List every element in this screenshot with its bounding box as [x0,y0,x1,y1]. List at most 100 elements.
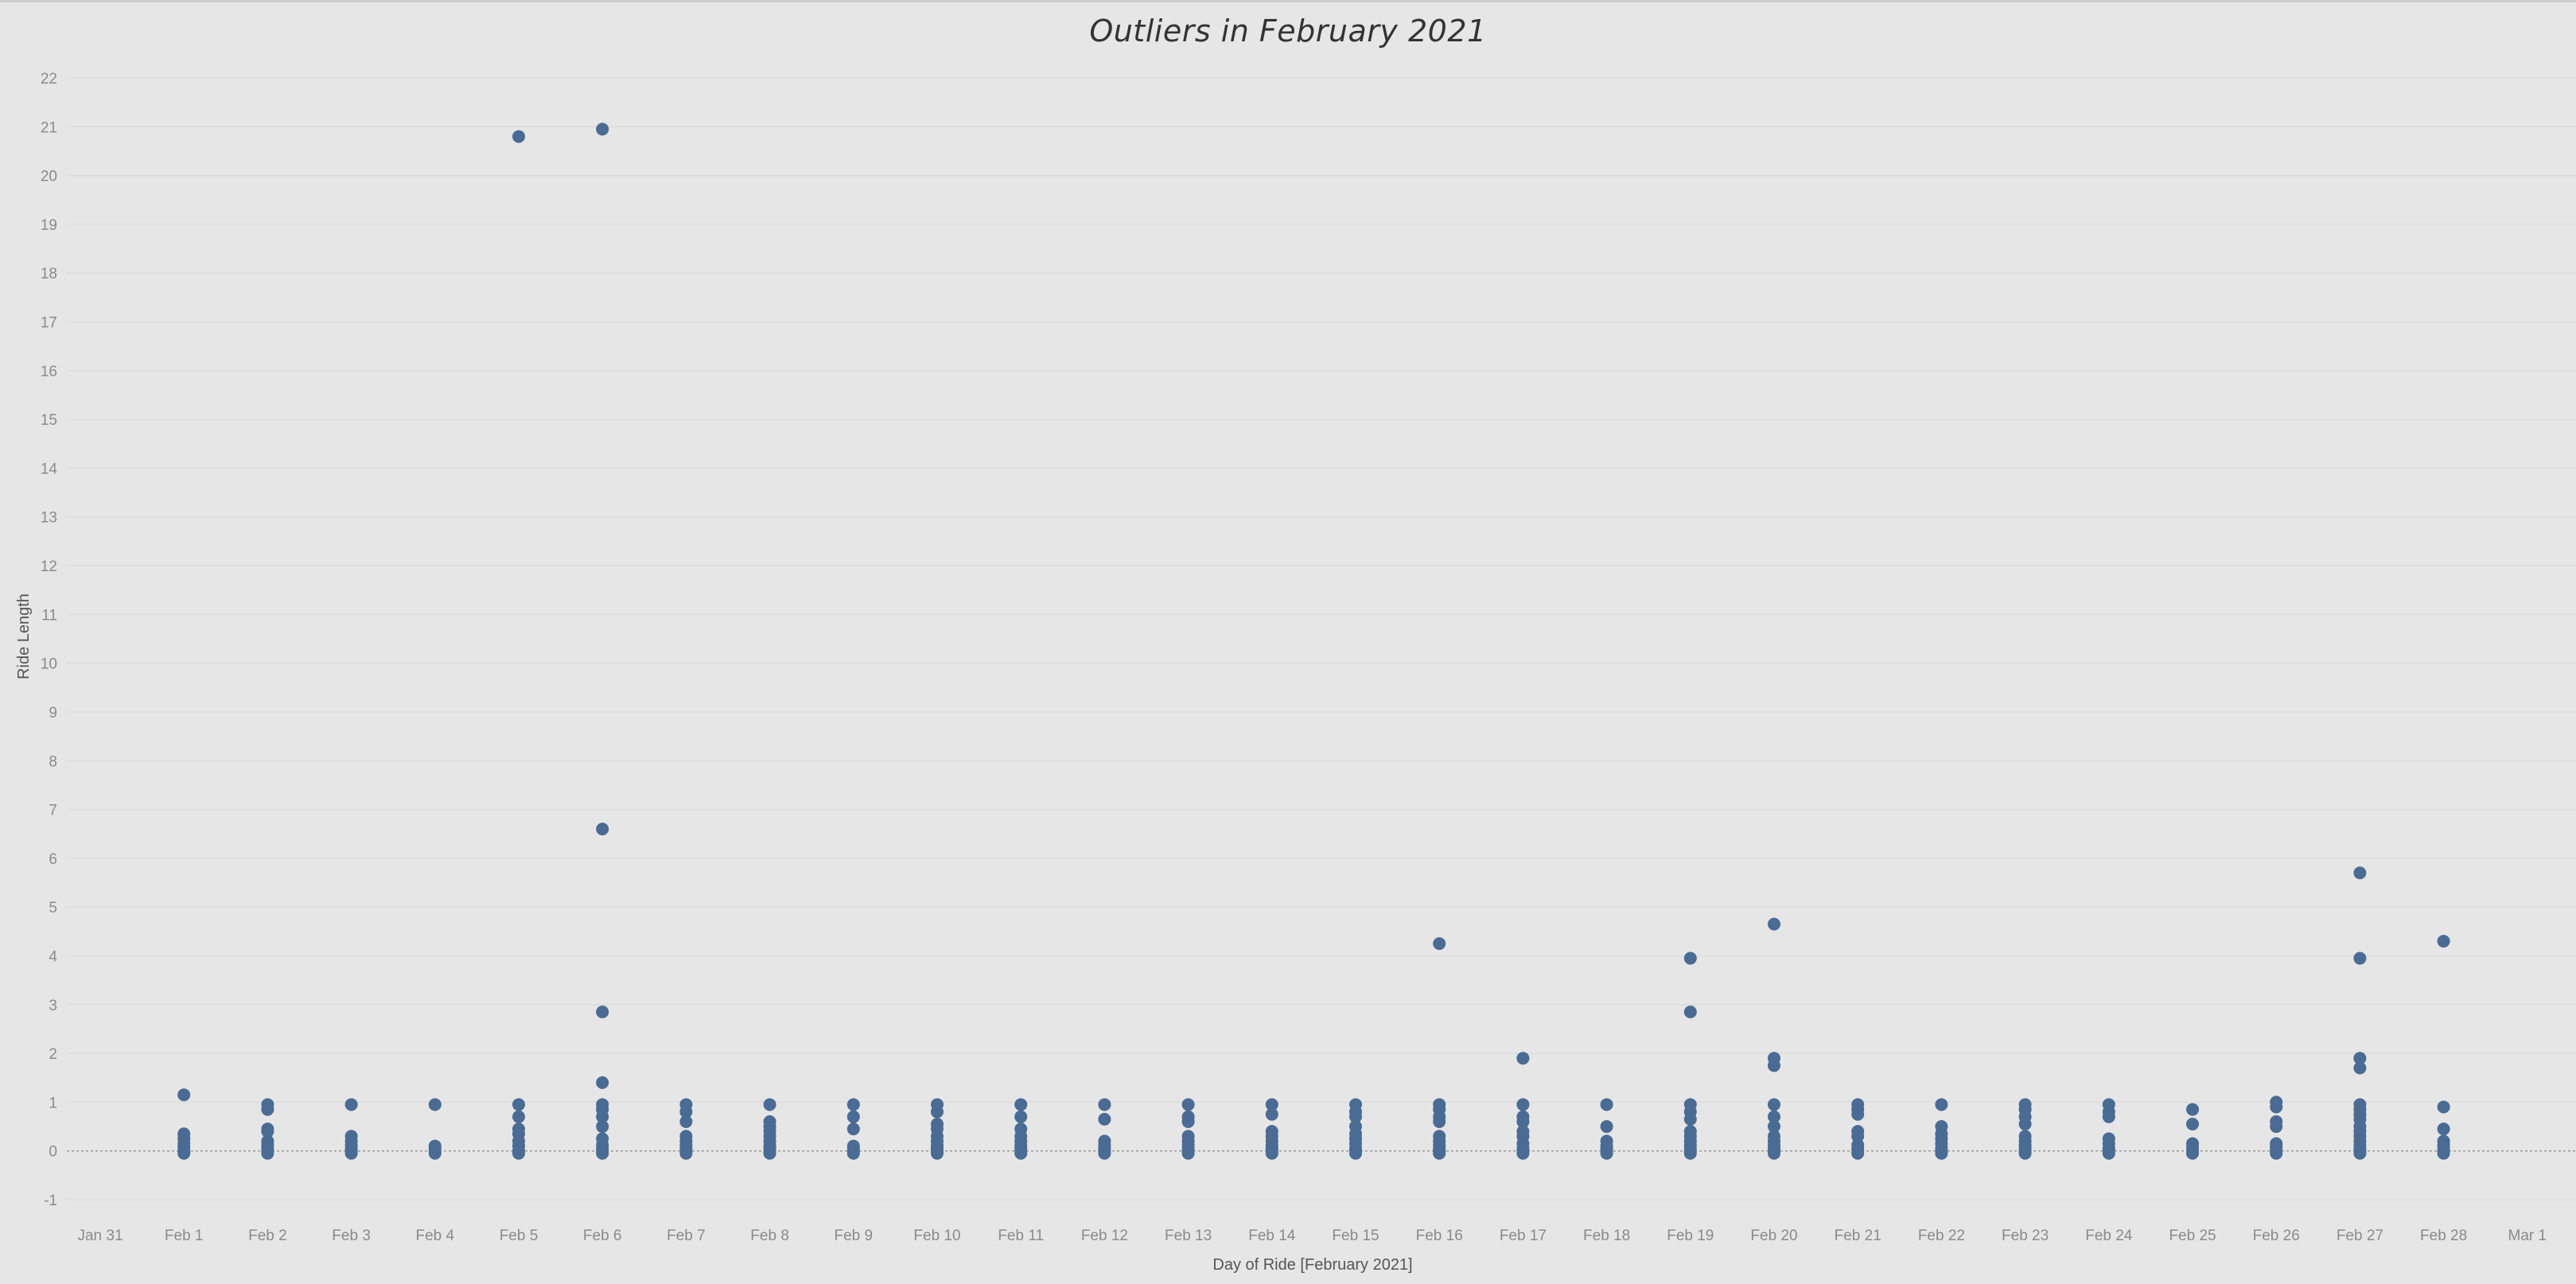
data-point[interactable] [512,1110,525,1123]
data-point[interactable] [931,1105,944,1119]
y-tick-label: 12 [41,558,57,575]
data-point[interactable] [177,1146,191,1160]
data-point[interactable] [2270,1100,2283,1114]
data-point[interactable] [261,1146,274,1160]
data-point[interactable] [846,1123,860,1136]
data-point[interactable] [763,1146,776,1160]
data-point[interactable] [2270,1146,2283,1160]
data-point[interactable] [1683,1146,1697,1160]
data-point[interactable] [1349,1110,1362,1123]
data-point[interactable] [1181,1115,1195,1128]
data-point[interactable] [1600,1146,1613,1160]
data-point[interactable] [1433,937,1446,951]
data-point[interactable] [679,1105,693,1119]
x-tick-label: Feb 28 [2420,1228,2467,1244]
data-point[interactable] [2018,1146,2032,1160]
data-point[interactable] [1851,1130,1865,1143]
data-point[interactable] [1683,1005,1697,1018]
data-point[interactable] [1098,1112,1111,1126]
data-point[interactable] [2270,1120,2283,1134]
data-point[interactable] [177,1088,191,1102]
data-point[interactable] [596,1005,609,1018]
data-point[interactable] [1516,1115,1530,1128]
data-point[interactable] [1433,1115,1446,1128]
data-point[interactable] [679,1115,693,1128]
data-point[interactable] [512,1098,525,1111]
x-tick-label: Feb 18 [1583,1228,1630,1244]
x-tick-label: Feb 15 [1332,1228,1379,1244]
data-point[interactable] [2018,1117,2032,1130]
data-point[interactable] [512,1146,525,1160]
data-point[interactable] [846,1146,860,1160]
data-point[interactable] [2437,1100,2450,1114]
data-point[interactable] [1768,1110,1780,1123]
data-point[interactable] [1014,1146,1028,1160]
data-point[interactable] [1768,917,1780,931]
y-tick-label: 19 [41,217,57,234]
y-tick-label: 10 [41,656,57,673]
data-point[interactable] [1516,1098,1530,1111]
data-point[interactable] [679,1146,693,1160]
data-point[interactable] [2437,935,2450,948]
data-point[interactable] [1516,1052,1530,1065]
data-point[interactable] [2186,1103,2199,1116]
data-point[interactable] [1935,1098,1948,1111]
data-point[interactable] [596,823,609,836]
data-point[interactable] [1935,1146,1948,1160]
data-point[interactable] [1683,1112,1697,1126]
data-point[interactable] [1768,1146,1780,1160]
data-point[interactable] [1683,951,1697,965]
data-point[interactable] [846,1098,860,1111]
data-point[interactable] [1851,1146,1865,1160]
data-point[interactable] [1600,1098,1613,1111]
data-point[interactable] [846,1110,860,1123]
data-point[interactable] [1098,1146,1111,1160]
data-point[interactable] [2353,1061,2367,1075]
data-point[interactable] [261,1125,274,1138]
data-point[interactable] [763,1098,776,1111]
data-point[interactable] [596,1120,609,1134]
data-point[interactable] [1433,1146,1446,1160]
data-point[interactable] [596,1146,609,1160]
data-point[interactable] [1265,1146,1278,1160]
data-point[interactable] [1265,1107,1278,1121]
data-point[interactable] [2353,1146,2367,1160]
data-point[interactable] [512,130,525,143]
data-point[interactable] [1600,1120,1613,1134]
data-point[interactable] [344,1098,358,1111]
data-point[interactable] [428,1146,442,1160]
data-point[interactable] [1014,1110,1028,1123]
data-point[interactable] [1181,1146,1195,1160]
data-point[interactable] [2437,1146,2450,1160]
data-point[interactable] [2186,1117,2199,1130]
data-point[interactable] [2102,1146,2115,1160]
data-point[interactable] [1768,1120,1780,1134]
y-tick-label: 5 [49,900,57,916]
data-point[interactable] [2353,951,2367,965]
data-point[interactable] [2437,1123,2450,1136]
data-point[interactable] [344,1146,358,1160]
data-point[interactable] [1098,1098,1111,1111]
data-point[interactable] [2353,866,2367,880]
data-point[interactable] [596,1076,609,1089]
data-point[interactable] [428,1098,442,1111]
data-point[interactable] [2186,1146,2199,1160]
data-point[interactable] [1014,1098,1028,1111]
x-tick-label: Feb 2 [248,1228,287,1244]
data-point[interactable] [261,1103,274,1116]
data-point[interactable] [1768,1098,1780,1111]
data-point[interactable] [1516,1146,1530,1160]
data-point[interactable] [931,1146,944,1160]
data-point[interactable] [2353,1052,2367,1065]
data-point[interactable] [596,1110,609,1123]
data-point[interactable] [1768,1059,1780,1072]
data-point[interactable] [1181,1098,1195,1111]
y-tick-label: 17 [41,315,57,332]
data-point[interactable] [1349,1146,1362,1160]
data-point[interactable] [1265,1098,1278,1111]
data-point[interactable] [596,123,609,136]
y-axis-label: Ride Length [15,593,33,679]
data-point[interactable] [2102,1110,2115,1123]
data-point[interactable] [1851,1107,1865,1121]
